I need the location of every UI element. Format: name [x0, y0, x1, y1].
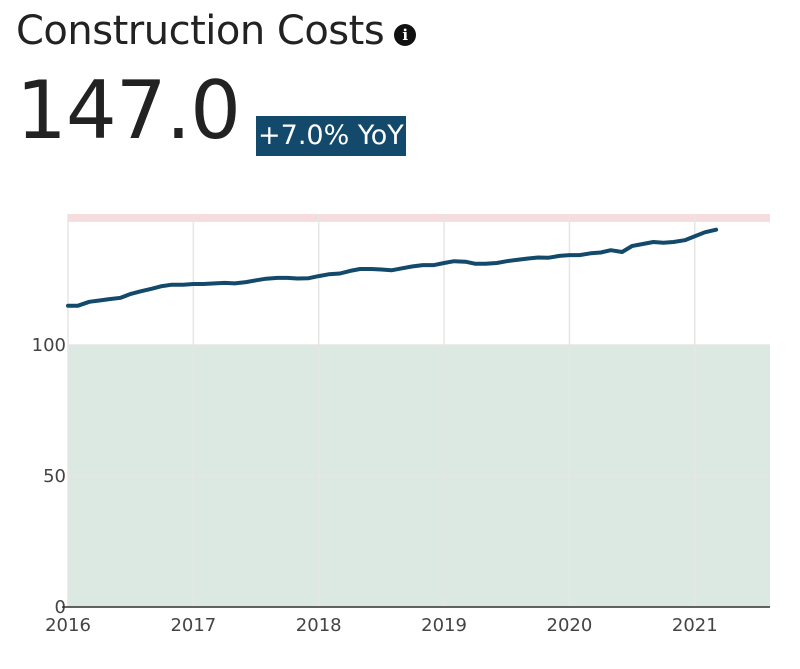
y-tick-label: 50 [43, 466, 66, 487]
page-title: Construction Costs [16, 8, 385, 54]
title-row: Construction Costs i [16, 8, 417, 54]
x-tick-label: 2018 [296, 615, 342, 636]
x-tick-label: 2016 [45, 615, 91, 636]
value-row: 147.0 +7.0% YoY [16, 66, 406, 156]
series-layer [66, 227, 719, 308]
x-tick-label: 2017 [170, 615, 216, 636]
yoy-change-badge: +7.0% YoY [256, 116, 406, 156]
current-value: 147.0 [16, 64, 241, 157]
band-1 [68, 214, 770, 222]
x-tick-label: 2021 [672, 615, 718, 636]
x-axis: 2016 2017 2018 2019 2020 2021 [45, 606, 770, 636]
info-icon[interactable]: i [394, 24, 417, 46]
y-axis: 0 50 100 [32, 335, 68, 618]
series-line-0 [66, 227, 719, 308]
y-tick-label: 100 [32, 335, 66, 356]
bands-layer [68, 214, 770, 607]
x-tick-label: 2019 [421, 615, 467, 636]
y-tick-label: 0 [55, 597, 66, 618]
x-tick-label: 2020 [547, 615, 593, 636]
